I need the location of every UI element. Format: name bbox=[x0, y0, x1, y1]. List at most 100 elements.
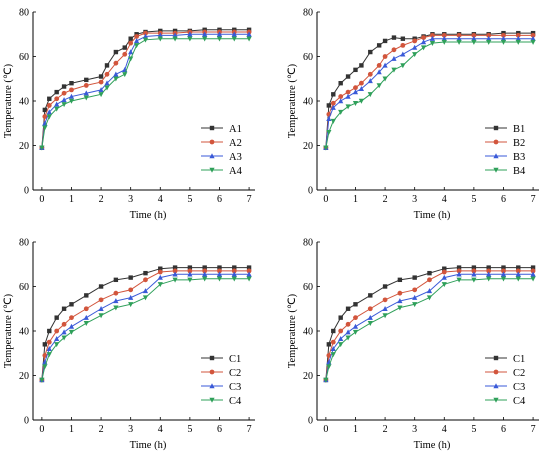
data-point-C1 bbox=[382, 284, 388, 289]
data-point-C4 bbox=[142, 295, 149, 301]
data-point-A3 bbox=[98, 87, 104, 93]
data-point-B4 bbox=[412, 52, 418, 58]
y-tick-label: 80 bbox=[19, 238, 29, 249]
series-line-C1 bbox=[325, 267, 534, 380]
data-point-C2 bbox=[367, 306, 373, 312]
data-point-C3 bbox=[54, 335, 60, 341]
data-point-A4 bbox=[134, 43, 140, 49]
data-point-C1 bbox=[501, 265, 506, 270]
y-axis-title: Temperature (℃) bbox=[287, 63, 298, 138]
data-point-B1 bbox=[400, 36, 406, 41]
series-line-B1 bbox=[325, 32, 534, 148]
x-tick-label: 6 bbox=[217, 194, 222, 205]
data-point-C3 bbox=[246, 271, 252, 277]
legend-label: C1 bbox=[513, 354, 525, 365]
data-point-C4 bbox=[412, 302, 418, 308]
data-point-C1 bbox=[172, 265, 178, 270]
data-point-B3 bbox=[345, 93, 351, 99]
data-point-B3 bbox=[486, 35, 492, 41]
series-line-B3 bbox=[325, 38, 534, 148]
legend-marker bbox=[493, 125, 499, 131]
x-tick-label: 3 bbox=[128, 424, 133, 435]
data-point-B3 bbox=[441, 35, 447, 41]
data-point-C3 bbox=[98, 305, 104, 311]
data-point-C2 bbox=[382, 297, 388, 303]
y-axis-title: Temperature (℃) bbox=[287, 293, 298, 368]
data-point-C4 bbox=[42, 364, 48, 370]
data-point-A2 bbox=[128, 40, 134, 46]
data-point-A1 bbox=[47, 96, 52, 101]
data-point-C4 bbox=[202, 276, 208, 282]
x-axis-title: Time (h) bbox=[130, 210, 167, 221]
data-point-C4 bbox=[98, 313, 104, 319]
data-point-C3 bbox=[382, 305, 388, 311]
data-point-B3 bbox=[429, 35, 436, 41]
data-point-C4 bbox=[471, 277, 477, 283]
series-B2 bbox=[323, 32, 536, 151]
data-point-B4 bbox=[323, 145, 329, 151]
data-point-B3 bbox=[515, 35, 521, 41]
legend-marker bbox=[209, 369, 215, 375]
data-point-C3 bbox=[471, 271, 477, 277]
series-line-C4 bbox=[41, 278, 250, 381]
data-point-C1 bbox=[143, 270, 148, 276]
data-point-C3 bbox=[530, 271, 536, 277]
data-point-A2 bbox=[54, 96, 60, 102]
x-axis-title: Time (h) bbox=[130, 440, 167, 451]
data-point-C1 bbox=[471, 265, 477, 270]
x-tick-label: 3 bbox=[128, 194, 133, 205]
data-point-C3 bbox=[142, 288, 149, 294]
legend: C1 C2 C3 C4 bbox=[201, 354, 242, 407]
data-point-A3 bbox=[231, 31, 237, 37]
y-tick-label: 60 bbox=[303, 282, 313, 293]
y-tick-label: 80 bbox=[19, 8, 29, 19]
legend-label: B2 bbox=[513, 138, 525, 149]
data-point-B2 bbox=[367, 71, 373, 77]
legend-marker bbox=[209, 153, 215, 159]
data-point-C3 bbox=[367, 314, 373, 320]
data-point-C1 bbox=[456, 265, 462, 270]
data-point-B4 bbox=[376, 83, 382, 89]
data-point-B2 bbox=[400, 42, 406, 48]
data-point-A4 bbox=[113, 76, 119, 82]
data-point-C1 bbox=[84, 293, 89, 298]
data-point-B2 bbox=[486, 32, 492, 38]
data-point-B4 bbox=[471, 39, 477, 45]
y-tick-label: 0 bbox=[24, 186, 29, 197]
legend-marker bbox=[209, 167, 215, 173]
y-tick-label: 0 bbox=[308, 186, 313, 197]
data-point-B4 bbox=[530, 39, 536, 45]
data-point-C4 bbox=[345, 335, 351, 341]
data-point-B1 bbox=[382, 38, 388, 44]
data-point-A1 bbox=[113, 49, 119, 55]
x-tick-label: 7 bbox=[531, 194, 536, 205]
data-point-B2 bbox=[441, 32, 447, 38]
data-point-C4 bbox=[326, 364, 332, 370]
data-point-C3 bbox=[216, 271, 223, 277]
data-point-B2 bbox=[430, 32, 435, 38]
data-point-C3 bbox=[338, 335, 344, 341]
data-point-B3 bbox=[382, 62, 388, 68]
data-point-A3 bbox=[134, 38, 140, 44]
x-tick-label: 4 bbox=[158, 194, 163, 205]
data-point-B4 bbox=[429, 40, 436, 46]
data-point-B2 bbox=[338, 94, 344, 99]
y-tick-label: 0 bbox=[24, 416, 29, 427]
series-line-A4 bbox=[41, 38, 250, 148]
data-point-C3 bbox=[68, 323, 75, 329]
x-tick-label: 2 bbox=[383, 194, 388, 205]
data-point-B4 bbox=[500, 39, 507, 45]
data-point-A4 bbox=[157, 36, 163, 42]
y-tick-label: 20 bbox=[19, 371, 29, 382]
data-point-A4 bbox=[142, 37, 149, 43]
data-point-C2 bbox=[471, 268, 477, 274]
data-point-C4 bbox=[54, 342, 60, 348]
legend-marker bbox=[493, 153, 499, 159]
legend-label: C4 bbox=[513, 396, 526, 407]
data-point-C4 bbox=[515, 276, 521, 282]
data-point-C3 bbox=[426, 288, 433, 294]
data-point-C4 bbox=[187, 277, 193, 283]
data-point-C4 bbox=[500, 276, 507, 282]
data-point-B1 bbox=[338, 81, 343, 86]
